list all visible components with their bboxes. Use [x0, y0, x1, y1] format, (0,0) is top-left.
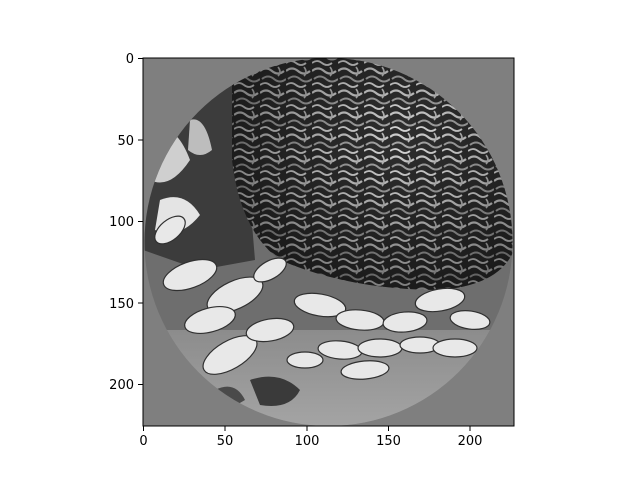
x-tick-label: 200 — [458, 434, 483, 449]
photo-image — [144, 58, 513, 426]
y-tick-label: 100 — [109, 215, 134, 230]
y-axis: 0 50 100 150 200 — [109, 52, 143, 393]
y-tick-label: 50 — [117, 134, 134, 149]
y-tick-label: 200 — [109, 378, 134, 393]
x-tick-label: 100 — [295, 434, 320, 449]
axes-frame — [142, 57, 515, 427]
y-tick-label: 0 — [126, 52, 134, 67]
y-tick-label: 150 — [109, 297, 134, 312]
x-tick-label: 150 — [376, 434, 401, 449]
x-tick-label: 0 — [139, 434, 147, 449]
x-axis: 0 50 100 150 200 — [139, 426, 482, 449]
x-tick-label: 50 — [217, 434, 234, 449]
